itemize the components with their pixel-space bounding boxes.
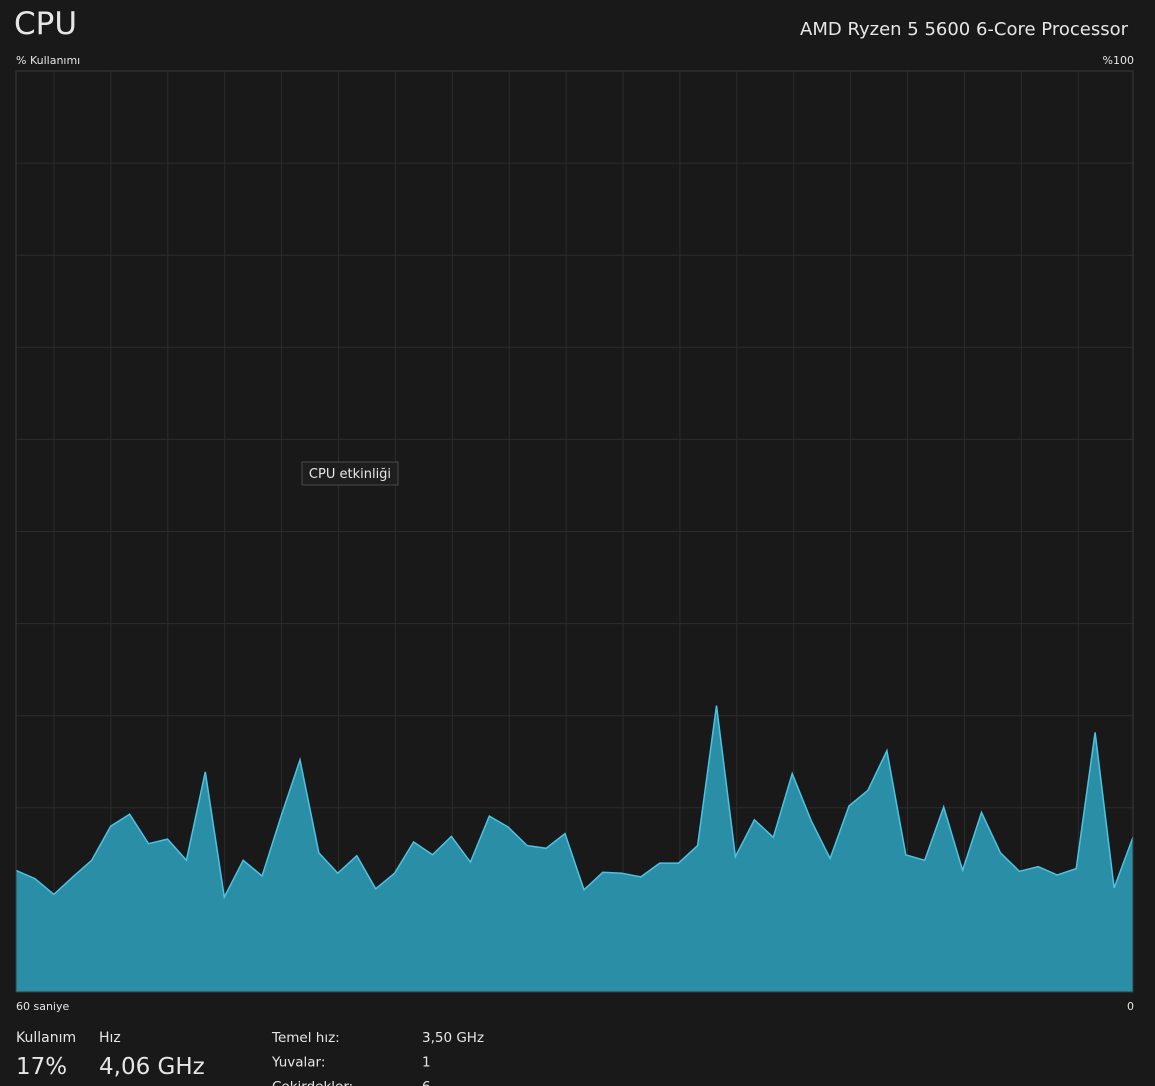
info-panel: Kullanım 17% Hız 4,06 GHz Temel hız: 3,50 GHz…: [16, 1030, 484, 1086]
stat-label: Kullanım: [16, 1030, 76, 1046]
plot: [15, 70, 1134, 993]
stat-label: Hız: [99, 1030, 121, 1046]
tooltip-box: [301, 461, 399, 486]
plot-border: [15, 70, 1134, 993]
processor-name: AMD Ryzen 5 5600 6-Core Processor: [800, 19, 1129, 40]
detail-label: Yuvalar:: [271, 1055, 325, 1071]
y-axis-label: % Kullanımı: [16, 54, 80, 67]
detail-value: 6: [422, 1079, 431, 1086]
detail-label: Temel hız:: [271, 1030, 340, 1046]
stat-value: 17%: [16, 1054, 67, 1080]
detail-value: 1: [422, 1055, 431, 1071]
usage-line: [15, 705, 1134, 900]
title: CPU: [14, 6, 77, 42]
tooltip: CPU etkinliği: [309, 467, 391, 482]
detail-value: 3,50 GHz: [422, 1030, 484, 1046]
y-max-label: %100: [1103, 54, 1134, 67]
x-end-label: 0: [1127, 1000, 1134, 1013]
x-start-label: 60 saniye: [16, 1000, 70, 1013]
detail-label: Çekirdekler:: [272, 1079, 353, 1086]
usage-area: [16, 705, 1133, 992]
stat-value: 4,06 GHz: [99, 1054, 205, 1080]
